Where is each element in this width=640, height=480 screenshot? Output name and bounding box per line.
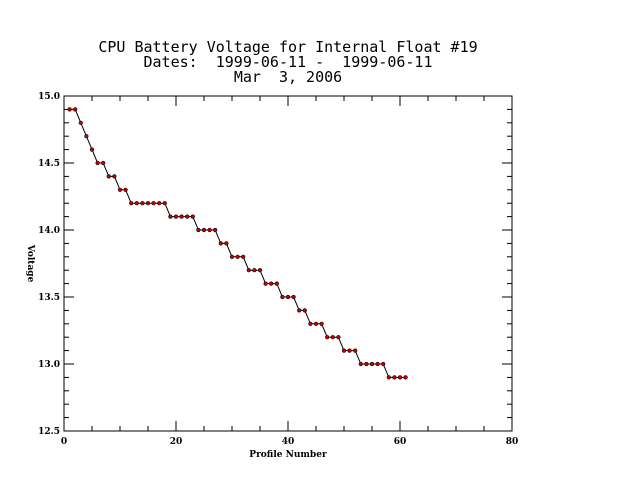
y-tick-label: 13.0: [38, 360, 60, 370]
data-point: [173, 214, 179, 219]
data-point: [313, 321, 319, 326]
data-point: [213, 227, 218, 233]
y-axis-label: Voltage: [25, 244, 35, 283]
data-point: [185, 214, 190, 219]
data-point: [89, 147, 95, 152]
y-tick-label: 13.5: [38, 293, 60, 303]
data-point: [319, 321, 324, 326]
series-line: [69, 108, 406, 378]
data-point: [117, 187, 123, 192]
data-point: [129, 201, 134, 206]
data-point: [201, 227, 207, 233]
x-tick-label: 0: [61, 437, 67, 447]
data-point: [369, 361, 375, 367]
data-point: [403, 375, 408, 380]
data-point: [241, 254, 246, 259]
data-point: [302, 308, 307, 313]
data-point: [397, 375, 403, 380]
data-point: [78, 120, 83, 125]
data-point: [285, 294, 291, 300]
x-tick-label: 80: [506, 437, 519, 447]
data-point: [95, 160, 100, 166]
data-point: [67, 107, 72, 112]
data-point: [73, 107, 78, 112]
y-axis: 12.5 13.0 13.5 14.0 14.5 15.0: [38, 92, 512, 437]
x-tick-label: 60: [394, 437, 407, 447]
x-tick-label: 20: [170, 437, 183, 447]
data-point: [325, 335, 330, 340]
data-point: [151, 201, 156, 206]
y-tick-label: 14.5: [38, 159, 60, 169]
data-point: [274, 281, 279, 286]
data-point: [291, 294, 296, 300]
data-point: [392, 375, 397, 380]
data-point: [341, 348, 347, 353]
data-point: [336, 335, 341, 340]
chart-title-line: CPU Battery Voltage for Internal Float #…: [98, 38, 477, 56]
data-point: [112, 174, 117, 179]
x-axis: 0 20 40 60 80: [61, 96, 518, 447]
data-point: [386, 375, 391, 380]
data-point: [364, 361, 369, 367]
data-point: [179, 214, 184, 219]
data-point: [381, 361, 386, 367]
data-point: [145, 201, 151, 206]
data-point: [246, 268, 251, 273]
data-point: [84, 134, 89, 139]
data-point: [330, 335, 335, 340]
data-point: [297, 308, 302, 313]
chart-title-line: Dates: 1999-06-11 - 1999-06-11: [144, 53, 433, 71]
data-point: [106, 174, 111, 179]
data-point: [134, 201, 139, 206]
data-point: [140, 201, 145, 206]
data-point: [347, 348, 352, 353]
x-tick-label: 40: [282, 437, 295, 447]
y-tick-label: 14.0: [38, 226, 60, 236]
data-point: [280, 294, 285, 300]
data-point: [229, 254, 235, 259]
data-point: [235, 254, 240, 259]
data-point: [257, 268, 263, 273]
chart-title: CPU Battery Voltage for Internal Float #…: [98, 38, 477, 86]
series-layer: [67, 107, 408, 380]
y-tick-label: 15.0: [38, 92, 60, 102]
data-point: [123, 187, 128, 192]
x-axis-label: Profile Number: [249, 450, 327, 460]
chart-title-line: Mar 3, 2006: [234, 68, 342, 86]
data-point: [218, 241, 223, 246]
data-point: [358, 361, 363, 367]
data-point: [168, 214, 173, 219]
data-point: [263, 281, 268, 286]
data-point: [353, 348, 358, 353]
data-point: [224, 241, 229, 246]
data-point: [308, 321, 313, 326]
plot-frame: [63, 95, 513, 432]
data-point: [269, 281, 274, 286]
data-point: [207, 227, 212, 233]
data-point: [101, 160, 106, 166]
data-point: [252, 268, 257, 273]
data-point: [157, 201, 162, 206]
data-point: [162, 201, 167, 206]
data-point: [190, 214, 195, 219]
data-point: [196, 227, 201, 233]
y-tick-label: 12.5: [38, 427, 60, 437]
data-point: [375, 361, 380, 367]
